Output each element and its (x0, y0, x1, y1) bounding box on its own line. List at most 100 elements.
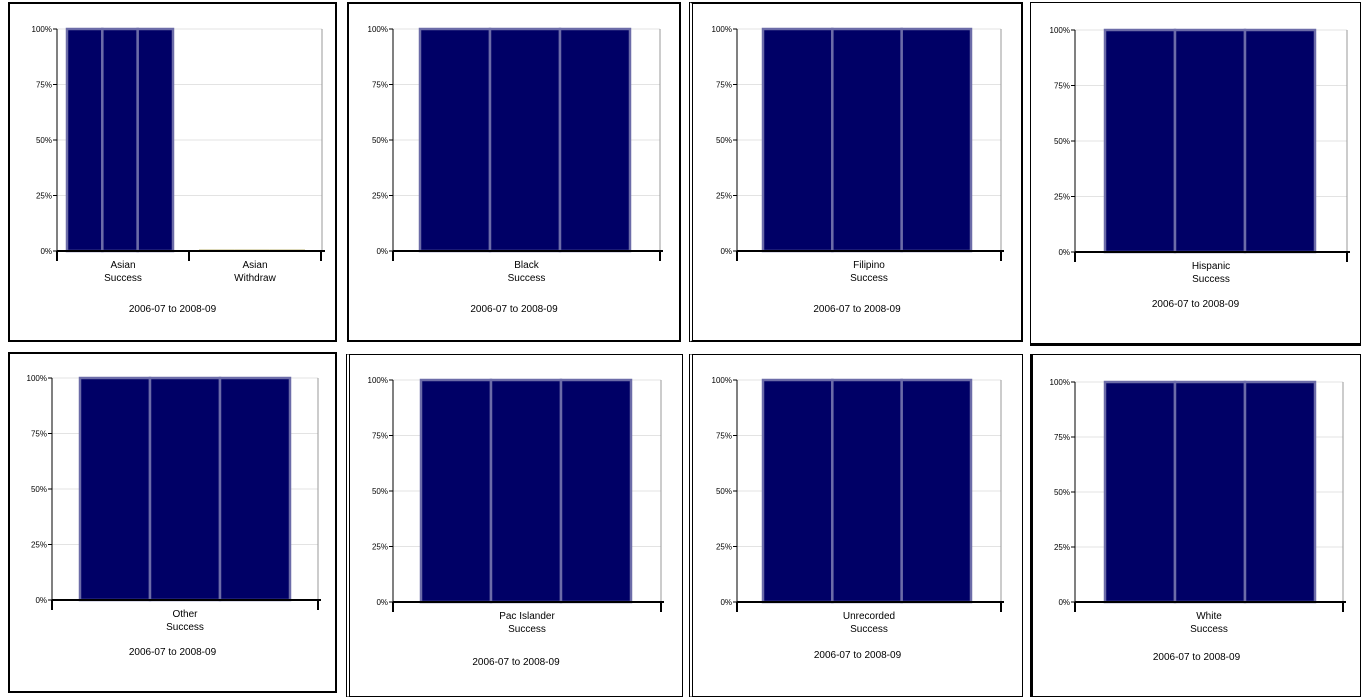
y-tick-label: 25% (372, 192, 388, 201)
y-tick-label: 75% (1054, 82, 1070, 91)
chart-caption: 2006-07 to 2008-09 (1151, 299, 1240, 310)
chart-caption: 2006-07 to 2008-09 (128, 647, 217, 658)
bar (1243, 28, 1317, 254)
y-tick-label: 100% (712, 376, 732, 385)
chart-black: 0% 25% 50% 75% 100% Black Success (368, 25, 663, 284)
x-category-label: Success (850, 273, 888, 284)
chart-panel-unrecorded: 0% 25% 50% 75% 100% Unrecorded Success 2006-07… (689, 354, 1023, 697)
x-category-label: Filipino (853, 260, 885, 271)
chart-panel-asian: 0% 25% 50% 75% 100% Asian Success Asian Withdraw… (8, 2, 337, 342)
y-tick-label: 75% (372, 81, 388, 90)
y-tick-label: 100% (32, 25, 52, 34)
y-tick-label: 0% (720, 247, 732, 256)
y-tick-label: 75% (716, 81, 732, 90)
bar (488, 27, 562, 253)
bar (101, 27, 139, 253)
chart-panel-pac-islander: 0% 25% 50% 75% 100% Pac Islander Success 2006-… (346, 354, 683, 697)
y-tick-label: 25% (1054, 543, 1070, 552)
chart-other: 0% 25% 50% 75% 100% Other Success (27, 374, 321, 633)
y-tick-label: 25% (31, 541, 47, 550)
y-tick-label: 50% (1054, 137, 1070, 146)
bar (761, 378, 834, 604)
chart-unrecorded: 0% 25% 50% 75% 100% Unrecorded Success (712, 376, 1004, 635)
chart-filipino: 0% 25% 50% 75% 100% Filipino Success (712, 25, 1004, 284)
y-tick-label: 0% (40, 247, 52, 256)
y-tick-label: 50% (31, 485, 47, 494)
x-category-label: Success (104, 273, 142, 284)
y-tick-label: 50% (716, 487, 732, 496)
y-tick-label: 0% (720, 598, 732, 607)
bar (148, 376, 222, 602)
y-tick-label: 75% (372, 432, 388, 441)
bar (900, 27, 973, 253)
x-category-label: Hispanic (1192, 261, 1230, 272)
x-category-label: Success (850, 624, 888, 635)
y-tick-label: 100% (712, 25, 732, 34)
chart-caption: 2006-07 to 2008-09 (470, 304, 558, 315)
x-category-label: Other (172, 609, 198, 620)
y-tick-label: 25% (372, 543, 388, 552)
y-tick-label: 100% (1050, 378, 1070, 387)
bar (1103, 380, 1177, 604)
y-tick-label: 50% (1054, 488, 1070, 497)
x-category-label: Pac Islander (499, 611, 555, 622)
x-category-label: Asian (242, 260, 267, 271)
x-category-label: Success (1190, 624, 1228, 635)
bar (78, 376, 152, 602)
chart-caption: 2006-07 to 2008-09 (128, 304, 217, 315)
y-tick-label: 0% (376, 247, 388, 256)
chart-white: 0% 25% 50% 75% 100% White Success (1050, 378, 1346, 635)
bar (559, 378, 633, 604)
bar (761, 27, 834, 253)
y-tick-label: 25% (716, 192, 732, 201)
chart-panel-black: 0% 25% 50% 75% 100% Black Success 2006-07 to 2… (347, 2, 681, 342)
bar (218, 376, 292, 602)
chart-pac-islander: 0% 25% 50% 75% 100% Pac Islander Success (368, 376, 664, 635)
bar (1173, 380, 1247, 604)
y-tick-label: 100% (368, 25, 388, 34)
y-tick-label: 100% (368, 376, 388, 385)
y-tick-label: 50% (716, 136, 732, 145)
chart-caption: 2006-07 to 2008-09 (1152, 652, 1241, 663)
chart-panel-filipino: 0% 25% 50% 75% 100% Filipino Success 2006-07 t… (689, 2, 1023, 342)
chart-panel-hispanic: 0% 25% 50% 75% 100% Hispanic Success 2006-07 t… (1030, 2, 1361, 346)
y-tick-label: 50% (372, 136, 388, 145)
chart-caption: 2006-07 to 2008-09 (813, 304, 901, 315)
x-category-label: Success (508, 273, 546, 284)
bar (419, 378, 493, 604)
x-category-label: Success (508, 624, 546, 635)
y-tick-label: 75% (31, 430, 47, 439)
bar (831, 27, 903, 253)
chart-panel-other: 0% 25% 50% 75% 100% Other Success 2006-07 to 2… (8, 352, 337, 693)
bar (900, 378, 973, 604)
x-category-label: Success (166, 622, 204, 633)
y-tick-label: 25% (716, 543, 732, 552)
y-tick-label: 50% (36, 136, 52, 145)
x-category-label: Unrecorded (843, 611, 895, 622)
chart-panel-white: 0% 25% 50% 75% 100% White Success 2006-07 to 2… (1030, 354, 1361, 697)
x-category-label: Black (514, 260, 539, 271)
x-category-label: White (1196, 611, 1222, 622)
bar (1243, 380, 1317, 604)
chart-caption: 2006-07 to 2008-09 (813, 650, 902, 661)
y-tick-label: 100% (27, 374, 47, 383)
bar (136, 27, 175, 253)
y-tick-label: 100% (1050, 26, 1070, 35)
chart-asian: 0% 25% 50% 75% 100% Asian Success Asian Withdraw (32, 25, 325, 284)
y-tick-label: 75% (36, 81, 52, 90)
y-tick-label: 50% (372, 487, 388, 496)
bar (418, 27, 492, 253)
bar (65, 27, 104, 253)
y-tick-label: 75% (1054, 433, 1070, 442)
bar (489, 378, 563, 604)
y-tick-label: 0% (35, 596, 47, 605)
y-tick-label: 0% (376, 598, 388, 607)
x-category-label: Asian (110, 260, 135, 271)
chart-caption: 2006-07 to 2008-09 (472, 657, 560, 668)
y-tick-label: 0% (1058, 598, 1070, 607)
bar (1103, 28, 1177, 254)
y-tick-label: 25% (36, 192, 52, 201)
bar (558, 27, 632, 253)
x-category-label: Withdraw (234, 273, 276, 284)
bar (831, 378, 903, 604)
